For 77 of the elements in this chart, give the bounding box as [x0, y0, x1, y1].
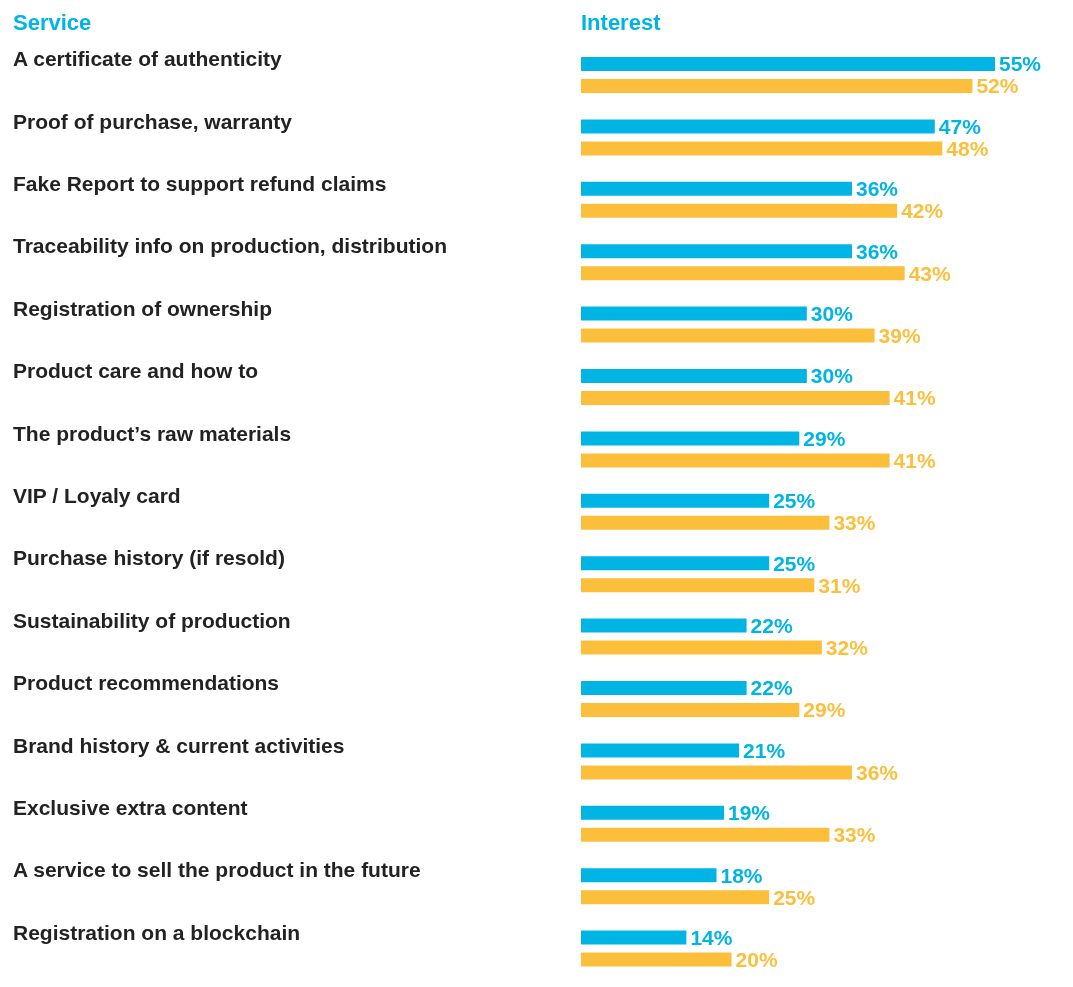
bar [581, 391, 890, 405]
bar [581, 890, 770, 905]
bar [581, 369, 807, 383]
bar [581, 57, 995, 71]
y-tick-label: Traceability info on production, distribution [13, 234, 447, 258]
y-tick-label: VIP / Loyaly card [13, 484, 181, 507]
y-tick-label: Sustainability of production [13, 608, 291, 632]
data-label: 47% [938, 114, 982, 138]
data-label: 41% [893, 448, 936, 472]
bar [581, 743, 740, 758]
data-label: 29% [803, 426, 846, 450]
data-label: 25% [773, 885, 816, 909]
data-label: 33% [833, 823, 876, 847]
bar [581, 952, 732, 967]
x-axis-title: Interest [581, 10, 661, 36]
y-tick-label: Brand history & current activities [13, 733, 345, 757]
bar [581, 453, 890, 468]
data-label: 52% [976, 74, 1019, 98]
y-tick-label: A certificate of authenticity [13, 47, 283, 71]
data-label: 36% [855, 177, 899, 201]
data-label: 19% [728, 801, 771, 825]
bar [581, 618, 747, 633]
bar [581, 703, 800, 717]
bar [581, 181, 852, 196]
y-tick-label: Fake Report to support refund claims [13, 172, 387, 195]
bar [581, 119, 935, 134]
data-label: 42% [901, 199, 944, 223]
bar [581, 578, 815, 593]
data-label: 41% [893, 386, 936, 410]
data-label: 14% [690, 926, 733, 950]
y-tick-label: Registration of ownership [13, 296, 273, 320]
data-label: 22% [750, 614, 793, 638]
data-label: 39% [878, 324, 921, 348]
data-label: 21% [743, 738, 786, 762]
bar [581, 266, 905, 281]
y-tick-label: Purchase history (if resold) [13, 546, 285, 570]
data-label: 25% [773, 551, 816, 575]
data-label: 29% [803, 698, 846, 722]
data-label: 33% [833, 511, 876, 535]
bar [581, 203, 898, 218]
data-label: 43% [908, 261, 952, 285]
y-tick-label: Proof of purchase, warranty [13, 109, 293, 133]
bar [581, 640, 822, 655]
bar [581, 141, 943, 156]
bar [581, 805, 725, 820]
bar [581, 681, 747, 695]
bar [581, 868, 717, 883]
data-label: 32% [825, 636, 869, 660]
bar [581, 493, 770, 508]
bar [581, 306, 807, 321]
y-tick-label: Exclusive extra content [13, 796, 248, 819]
y-tick-label: Product care and how to [13, 359, 259, 383]
data-label: 36% [855, 239, 899, 263]
bar [581, 930, 687, 945]
y-axis-title: Service [13, 10, 92, 36]
data-label: 36% [855, 760, 899, 784]
bar [581, 556, 770, 571]
bar [581, 328, 875, 343]
y-tick-label: Product recommendations [13, 671, 280, 695]
bar [581, 79, 973, 93]
bar [581, 244, 852, 259]
data-label: 20% [735, 948, 778, 972]
bar [581, 515, 830, 530]
y-tick-label: A service to sell the product in the future [13, 858, 421, 882]
data-label: 18% [720, 863, 763, 887]
data-label: 48% [946, 136, 989, 160]
bar [581, 431, 800, 446]
data-label: 31% [818, 573, 861, 597]
bar [581, 827, 830, 842]
y-tick-label: The product’s raw materials [13, 421, 292, 445]
data-label: 22% [750, 676, 793, 700]
data-label: 55% [999, 52, 1042, 76]
y-tick-label: Registration on a blockchain [13, 920, 301, 944]
bar [581, 765, 852, 780]
data-label: 30% [810, 302, 854, 326]
data-label: 25% [773, 489, 816, 513]
data-label: 30% [810, 364, 854, 388]
